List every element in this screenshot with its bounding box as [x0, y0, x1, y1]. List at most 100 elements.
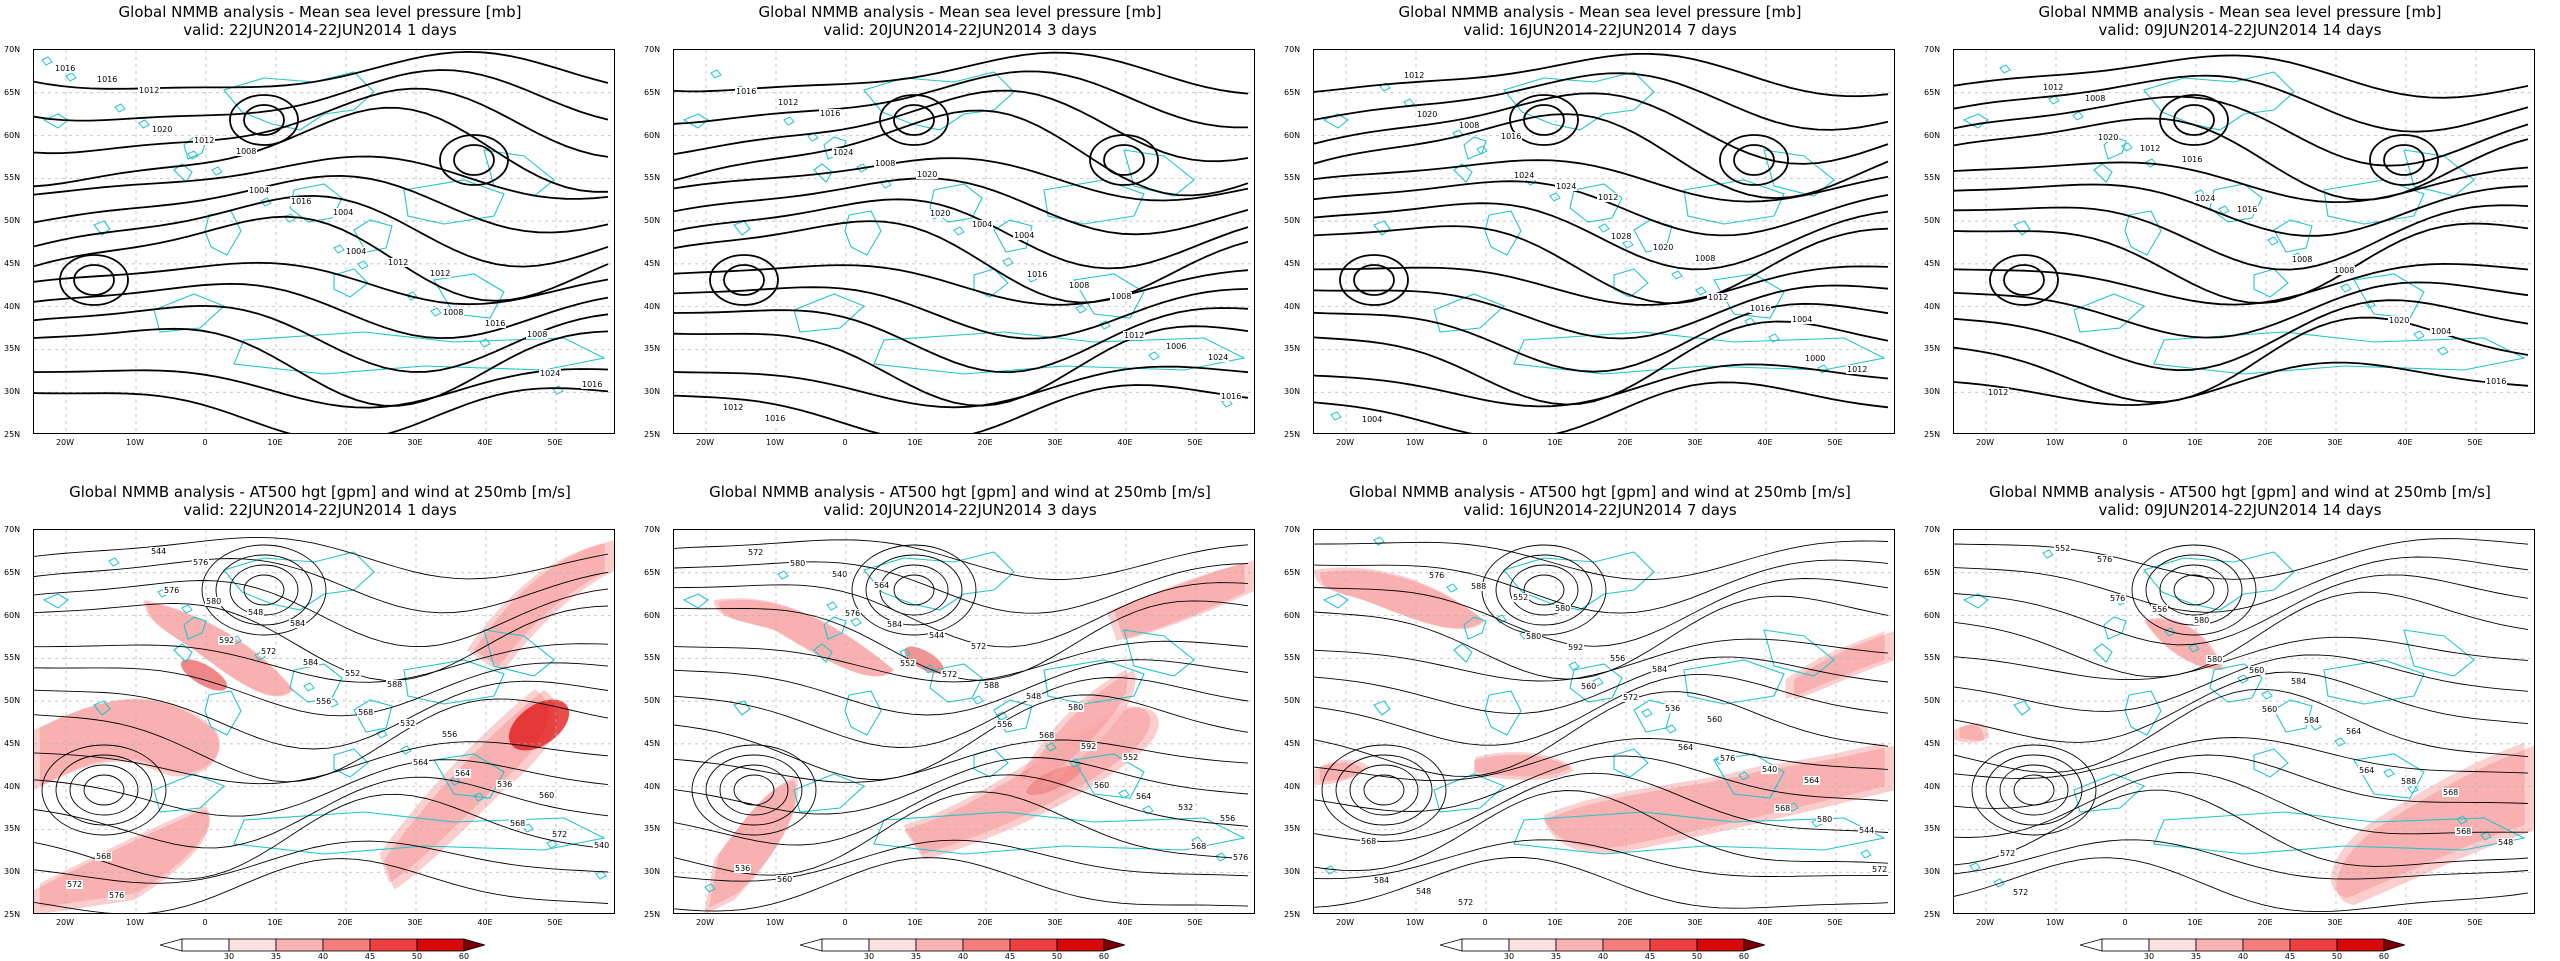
y-tick-label: 60N	[4, 130, 21, 140]
contour-label: 556	[1219, 814, 1237, 823]
x-tick-label: 10E	[267, 438, 283, 447]
y-tick-label: 50N	[1284, 696, 1301, 706]
contour-label: 576	[2096, 555, 2114, 564]
contour-label: 564	[412, 758, 430, 767]
contour-label: 536	[1664, 704, 1682, 713]
contour-label: 1000	[1804, 354, 1827, 363]
colorbar-tick-label: 50	[2331, 952, 2343, 961]
y-tick-label: 55N	[4, 173, 21, 183]
contour-label: 552	[2054, 544, 2072, 553]
y-tick-label: 65N	[644, 87, 661, 97]
contour-label: 544	[928, 631, 946, 640]
contour-label: 560	[2248, 666, 2266, 675]
contour-label: 1004	[1361, 415, 1384, 424]
contour-label: 1016	[290, 197, 313, 206]
x-tick-label: 40E	[477, 918, 493, 927]
x-tick-label: 10E	[1547, 438, 1563, 447]
contour-label: 1024	[1513, 171, 1536, 180]
panel-valid-period: valid: 22JUN2014-22JUN2014 1 days	[183, 21, 457, 39]
chart-panel-4: Global NMMB analysis - Mean sea level pr…	[1920, 0, 2560, 480]
y-tick-label: 50N	[1924, 696, 1941, 706]
contour-label: 592	[218, 636, 236, 645]
contour-label: 564	[2358, 766, 2376, 775]
contour-label: 532	[1177, 803, 1195, 812]
chart-panel-2: Global NMMB analysis - Mean sea level pr…	[640, 0, 1280, 480]
y-tick-label: 70N	[1284, 525, 1301, 534]
y-tick-label: 30N	[644, 387, 661, 397]
contour-label: 572	[260, 647, 278, 656]
colorbar-tick-label: 60	[458, 952, 470, 961]
map-plot-area: 1016 1024 1020 1016 1012 1016 1012 1008 1004 1008…	[673, 49, 1255, 434]
y-tick-label: 25N	[1924, 430, 1941, 439]
colorbar-tick-label: 45	[364, 952, 376, 961]
contour-label: 568	[95, 852, 113, 861]
contour-label: 580	[1816, 815, 1834, 824]
contour-label: 580	[1525, 632, 1543, 641]
y-tick-label: 30N	[644, 867, 661, 877]
colorbar-tick-label: 50	[1051, 952, 1063, 961]
map-svg	[674, 50, 1254, 433]
contour-label: 580	[2193, 616, 2211, 625]
x-tick-label: 50E	[1187, 438, 1203, 447]
contour-label: 588	[983, 681, 1001, 690]
contour-label: 1004	[345, 247, 368, 256]
contour-label: 1016	[1749, 304, 1772, 313]
contour-label: 1024	[832, 148, 855, 157]
contour-label: 552	[344, 669, 362, 678]
y-tick-label: 70N	[4, 525, 21, 534]
y-tick-label: 40N	[4, 781, 21, 791]
x-tick-label: 20W	[695, 918, 715, 927]
map-svg	[1314, 530, 1894, 913]
x-tick-label: 20E	[337, 918, 353, 927]
contour-label: 1012	[1707, 293, 1730, 302]
y-tick-label: 40N	[1284, 301, 1301, 311]
contour-label: 556	[996, 720, 1014, 729]
contour-label: 1016	[2485, 377, 2508, 386]
x-tick-label: 30E	[1047, 438, 1063, 447]
y-tick-label: 55N	[1924, 653, 1941, 663]
x-tick-label: 30E	[407, 438, 423, 447]
contour-label: 1024	[2194, 194, 2217, 203]
x-tick-label: 10E	[907, 918, 923, 927]
map-plot-area: 560 564 568 572 576 580 572 576 580 584 588 592 536 5…	[1313, 529, 1895, 914]
colorbar-tick-label: 60	[2378, 952, 2390, 961]
y-tick-label: 30N	[1924, 867, 1941, 877]
contour-label: 1016	[764, 414, 787, 423]
x-tick-label: 0	[202, 918, 208, 927]
colorbar-tick-label: 40	[317, 952, 329, 961]
contour-label: 1012	[429, 269, 452, 278]
y-tick-label: 50N	[1924, 216, 1941, 226]
contour-label: 1016	[2181, 155, 2204, 164]
x-tick-label: 40E	[2397, 918, 2413, 927]
y-tick-label: 25N	[644, 430, 661, 439]
colorbar-tick-label: 45	[1644, 952, 1656, 961]
panel-valid-period: valid: 16JUN2014-22JUN2014 7 days	[1463, 21, 1737, 39]
map-svg	[34, 50, 614, 433]
contour-label: 560	[1580, 682, 1598, 691]
x-tick-label: 20E	[2257, 438, 2273, 447]
contour-label: 576	[2109, 594, 2127, 603]
panel-valid-period: valid: 20JUN2014-22JUN2014 3 days	[823, 21, 1097, 39]
x-tick-label: 50E	[547, 918, 563, 927]
y-tick-label: 25N	[644, 910, 661, 919]
y-tick-label: 35N	[1284, 344, 1301, 354]
contour-label: 1008	[1458, 121, 1481, 130]
y-tick-label: 30N	[1284, 387, 1301, 397]
y-tick-label: 65N	[1284, 87, 1301, 97]
y-tick-label: 35N	[1284, 824, 1301, 834]
colorbar-tick-label: 30	[223, 952, 235, 961]
contour-label: 1016	[2236, 205, 2259, 214]
x-tick-label: 30E	[1047, 918, 1063, 927]
contour-label: 1012	[387, 258, 410, 267]
x-tick-label: 50E	[547, 438, 563, 447]
contour-label: 1008	[1110, 292, 1133, 301]
x-tick-label: 40E	[1117, 438, 1133, 447]
x-tick-label: 40E	[477, 438, 493, 447]
contour-label: 1012	[1597, 193, 1620, 202]
contour-label: 576	[1428, 571, 1446, 580]
x-tick-label: 10W	[1405, 918, 1425, 927]
map-plot-area: 560 564 568 572 576 580 584 588 548 552 556 560 564 5…	[1953, 529, 2535, 914]
y-tick-label: 50N	[1284, 216, 1301, 226]
contour-label: 568	[1360, 837, 1378, 846]
contour-label: 572	[747, 548, 765, 557]
